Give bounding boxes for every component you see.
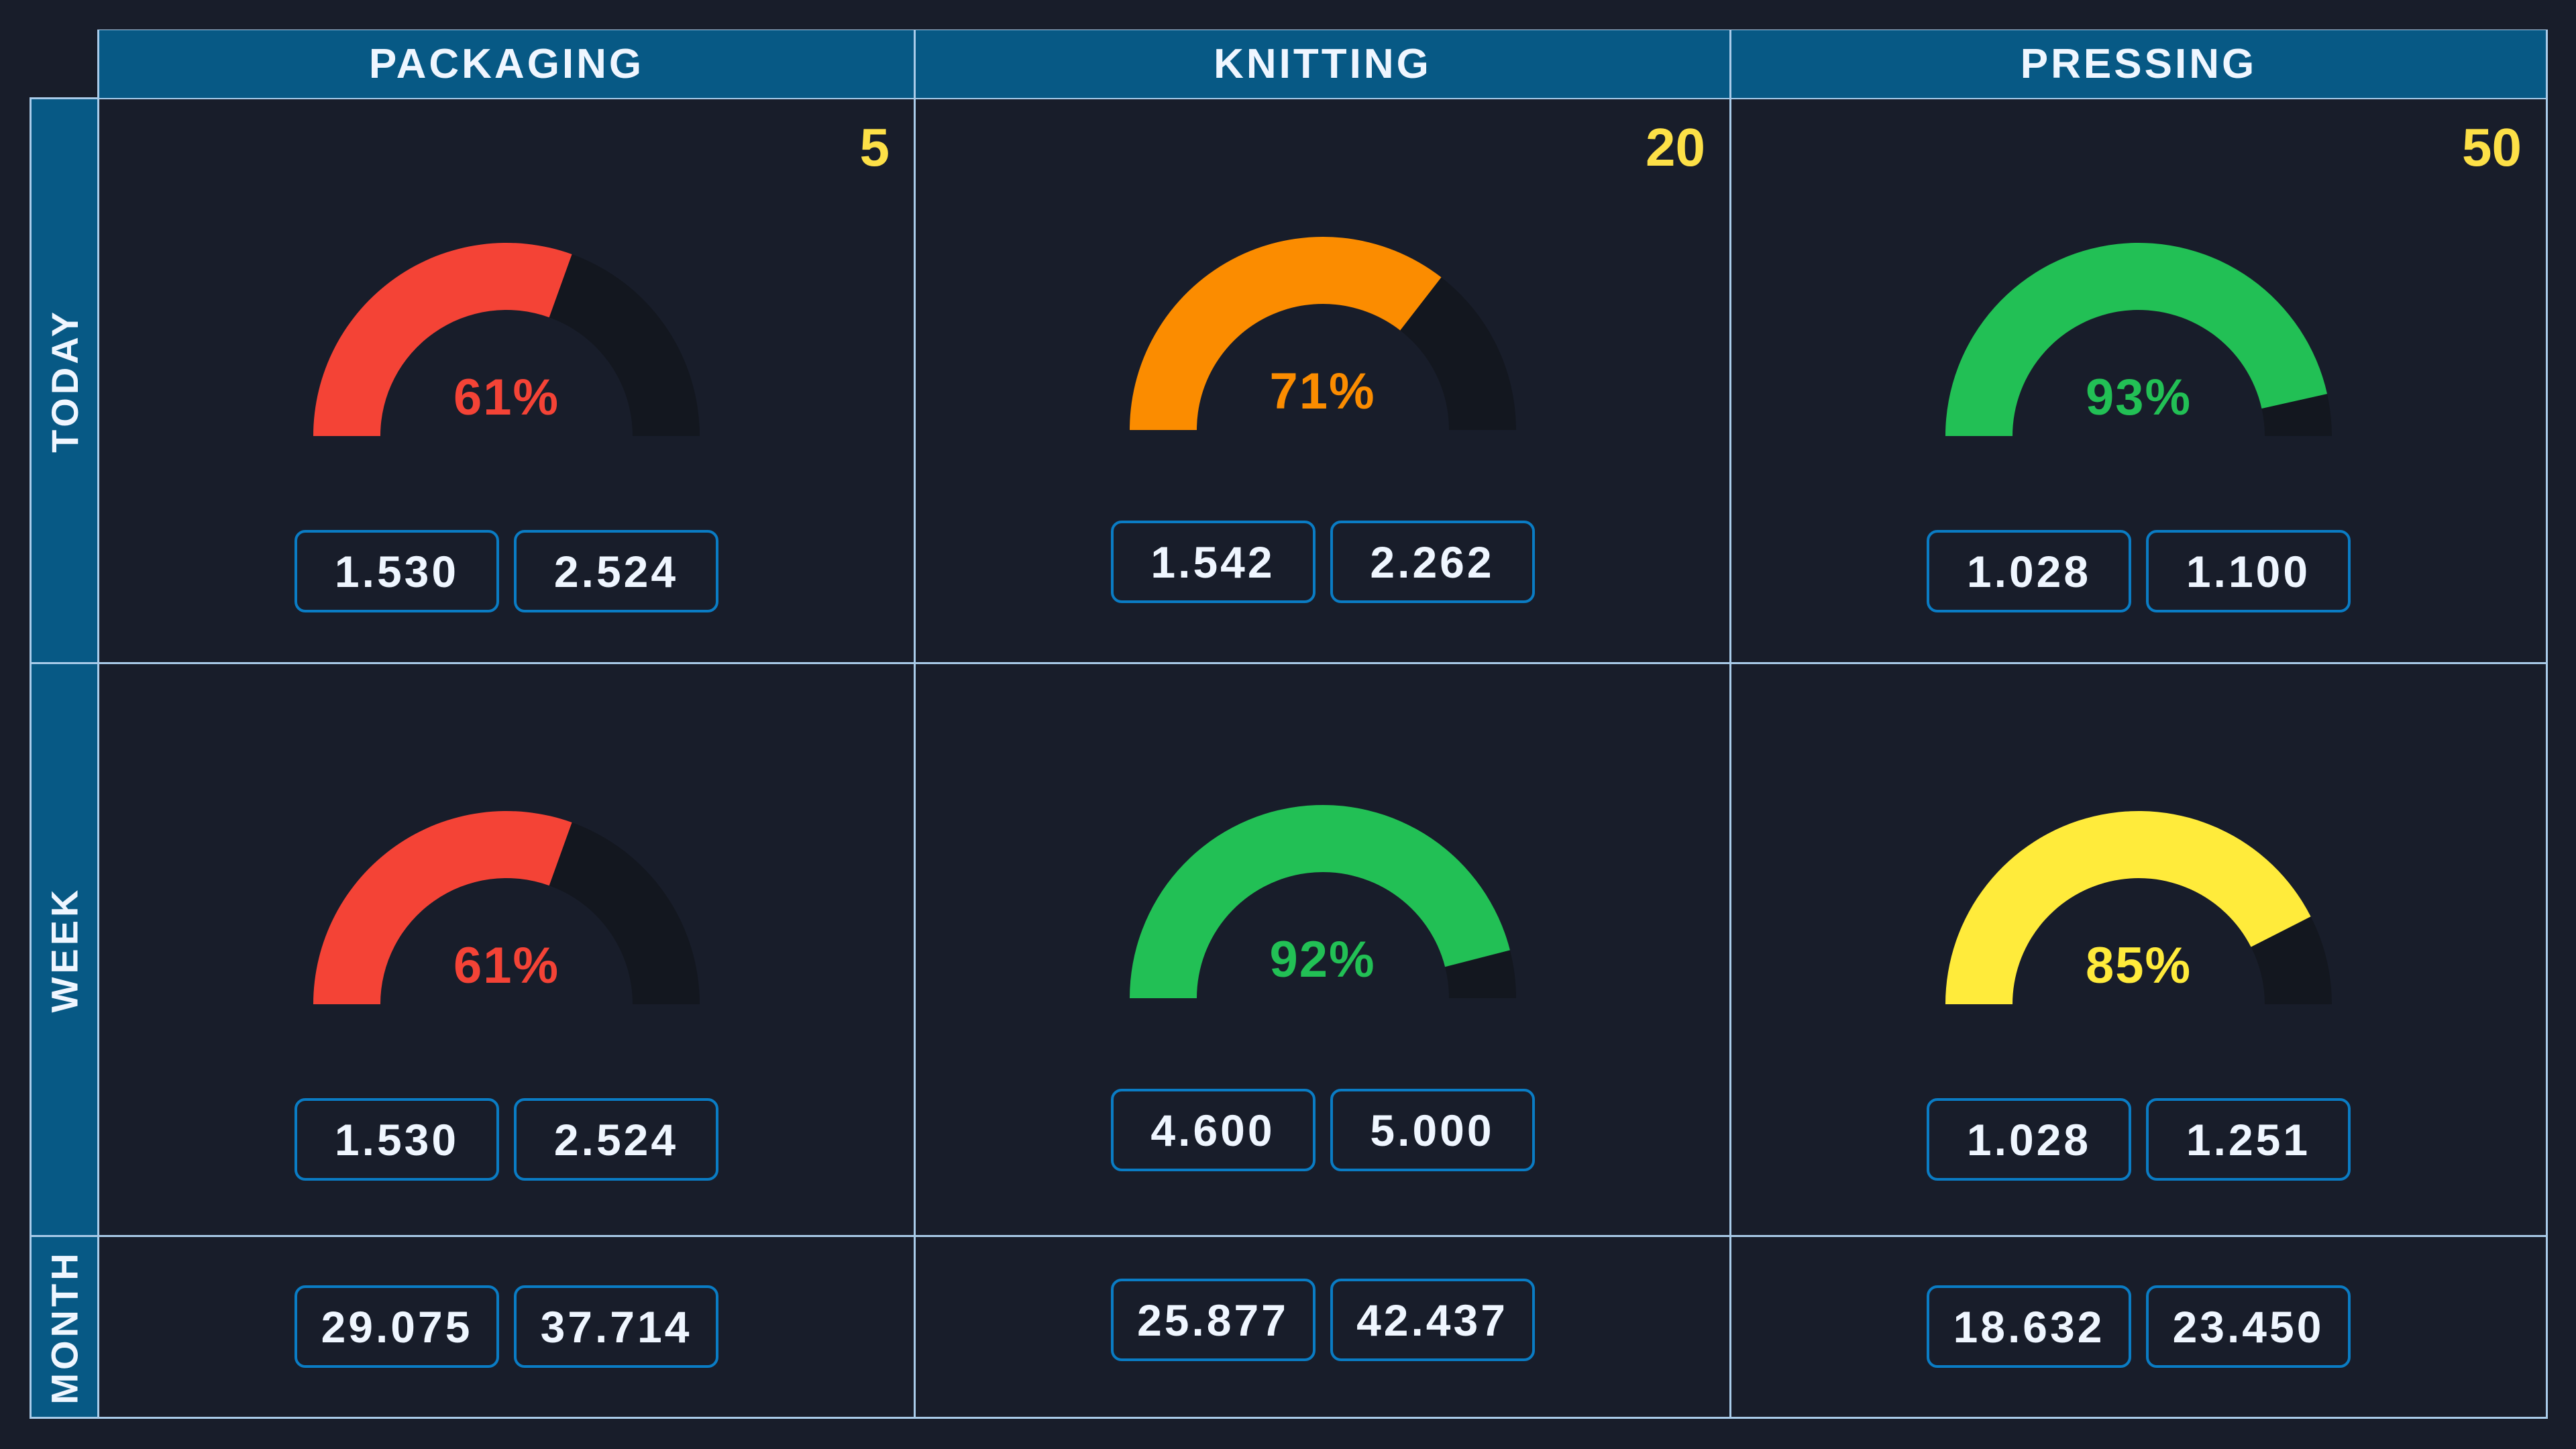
grid-line xyxy=(914,30,916,1419)
value-boxes: 1.028 1.100 xyxy=(1731,530,2546,612)
cell-week-pressing: 85% 1.028 1.251 xyxy=(1731,664,2546,1235)
cell-month-knitting: 25.877 42.437 xyxy=(916,1237,1729,1417)
value-box-actual: 1.542 xyxy=(1110,521,1316,603)
gauge xyxy=(99,811,914,1004)
row-header-label: WEEK xyxy=(43,886,86,1013)
grid-line xyxy=(30,97,32,1419)
row-header-label: TODAY xyxy=(43,309,86,453)
gauge-track xyxy=(549,254,700,436)
column-header-packaging: PACKAGING xyxy=(99,30,914,98)
value-box-total: 1.251 xyxy=(2146,1098,2351,1181)
column-header-label: KNITTING xyxy=(1214,41,1432,87)
cell-today-knitting: 20 71% 1.542 2.262 xyxy=(916,99,1729,662)
value-boxes: 25.877 42.437 xyxy=(916,1279,1729,1361)
grid-line xyxy=(30,1417,2547,1419)
gauge xyxy=(1731,243,2546,436)
target-value: 5 xyxy=(859,117,890,177)
value-boxes: 29.075 37.714 xyxy=(99,1285,914,1368)
cell-month-pressing: 18.632 23.450 xyxy=(1731,1237,2546,1417)
column-header-label: PRESSING xyxy=(2020,41,2257,87)
value-boxes: 4.600 5.000 xyxy=(916,1089,1729,1171)
grid-line xyxy=(30,1235,2547,1237)
value-box-total: 23.450 xyxy=(2146,1285,2351,1368)
gauge-percent: 85% xyxy=(2085,937,2192,994)
gauge-percent: 71% xyxy=(1269,363,1376,420)
value-boxes: 1.542 2.262 xyxy=(916,521,1729,603)
gauge-arc xyxy=(1129,804,1516,998)
cell-week-knitting: 92% 4.600 5.000 xyxy=(916,664,1729,1235)
target-value: 50 xyxy=(2462,117,2522,177)
row-header-today: TODAY xyxy=(32,99,97,662)
value-boxes: 1.028 1.251 xyxy=(1731,1098,2546,1181)
cell-month-packaging: 29.075 37.714 xyxy=(99,1237,914,1417)
value-box-actual: 1.530 xyxy=(294,1098,499,1181)
value-box-actual: 1.028 xyxy=(1927,530,2131,612)
gauge-track xyxy=(2251,916,2332,1004)
cell-today-pressing: 50 93% 1.028 1.100 xyxy=(1731,99,2546,662)
column-header-knitting: KNITTING xyxy=(916,30,1729,98)
gauge xyxy=(916,237,1729,430)
value-box-actual: 29.075 xyxy=(294,1285,499,1368)
row-header-label: MONTH xyxy=(43,1249,86,1405)
gauge-track xyxy=(549,822,700,1004)
gauge xyxy=(916,804,1729,998)
value-box-total: 5.000 xyxy=(1330,1089,1535,1171)
value-box-total: 1.100 xyxy=(2146,530,2351,612)
gauge-fill xyxy=(1945,243,2328,436)
gauge-track xyxy=(2261,394,2332,436)
gauge-track xyxy=(1399,277,1516,430)
gauge-track xyxy=(1444,950,1516,998)
row-header-month: MONTH xyxy=(32,1237,97,1417)
value-box-total: 2.524 xyxy=(514,1098,718,1181)
gauge-arc xyxy=(1945,811,2332,1004)
column-header-label: PACKAGING xyxy=(368,41,645,87)
value-boxes: 1.530 2.524 xyxy=(99,530,914,612)
grid-line xyxy=(30,662,2547,664)
gauge xyxy=(99,243,914,436)
grid-line xyxy=(97,30,99,1419)
gauge xyxy=(1731,811,2546,1004)
gauge-arc xyxy=(1945,243,2332,436)
value-box-total: 2.524 xyxy=(514,530,718,612)
gauge-arc xyxy=(313,811,700,1004)
grid-line xyxy=(1729,30,1731,1419)
grid-line xyxy=(30,97,2547,99)
cell-week-packaging: 61% 1.530 2.524 xyxy=(99,664,914,1235)
row-header-week: WEEK xyxy=(32,664,97,1235)
gauge-fill xyxy=(1129,804,1510,998)
gauge-arc xyxy=(1129,237,1516,430)
gauge-fill xyxy=(1945,811,2311,1004)
gauge-fill xyxy=(313,243,572,436)
value-boxes: 1.530 2.524 xyxy=(99,1098,914,1181)
cell-today-packaging: 5 61% 1.530 2.524 xyxy=(99,99,914,662)
value-box-total: 37.714 xyxy=(514,1285,718,1368)
value-box-total: 2.262 xyxy=(1330,521,1535,603)
gauge-fill xyxy=(1129,237,1442,430)
gauge-fill xyxy=(313,811,572,1004)
value-box-actual: 25.877 xyxy=(1110,1279,1316,1361)
value-box-total: 42.437 xyxy=(1330,1279,1535,1361)
gauge-percent: 61% xyxy=(453,937,560,994)
value-box-actual: 1.530 xyxy=(294,530,499,612)
target-value: 20 xyxy=(1646,117,1705,177)
gauge-percent: 93% xyxy=(2085,369,2192,426)
grid-line xyxy=(2546,30,2548,1419)
value-box-actual: 1.028 xyxy=(1927,1098,2131,1181)
gauge-arc xyxy=(313,243,700,436)
value-boxes: 18.632 23.450 xyxy=(1731,1285,2546,1368)
gauge-percent: 92% xyxy=(1269,931,1376,988)
value-box-actual: 4.600 xyxy=(1110,1089,1316,1171)
gauge-percent: 61% xyxy=(453,369,560,426)
column-header-pressing: PRESSING xyxy=(1731,30,2546,98)
value-box-actual: 18.632 xyxy=(1927,1285,2131,1368)
